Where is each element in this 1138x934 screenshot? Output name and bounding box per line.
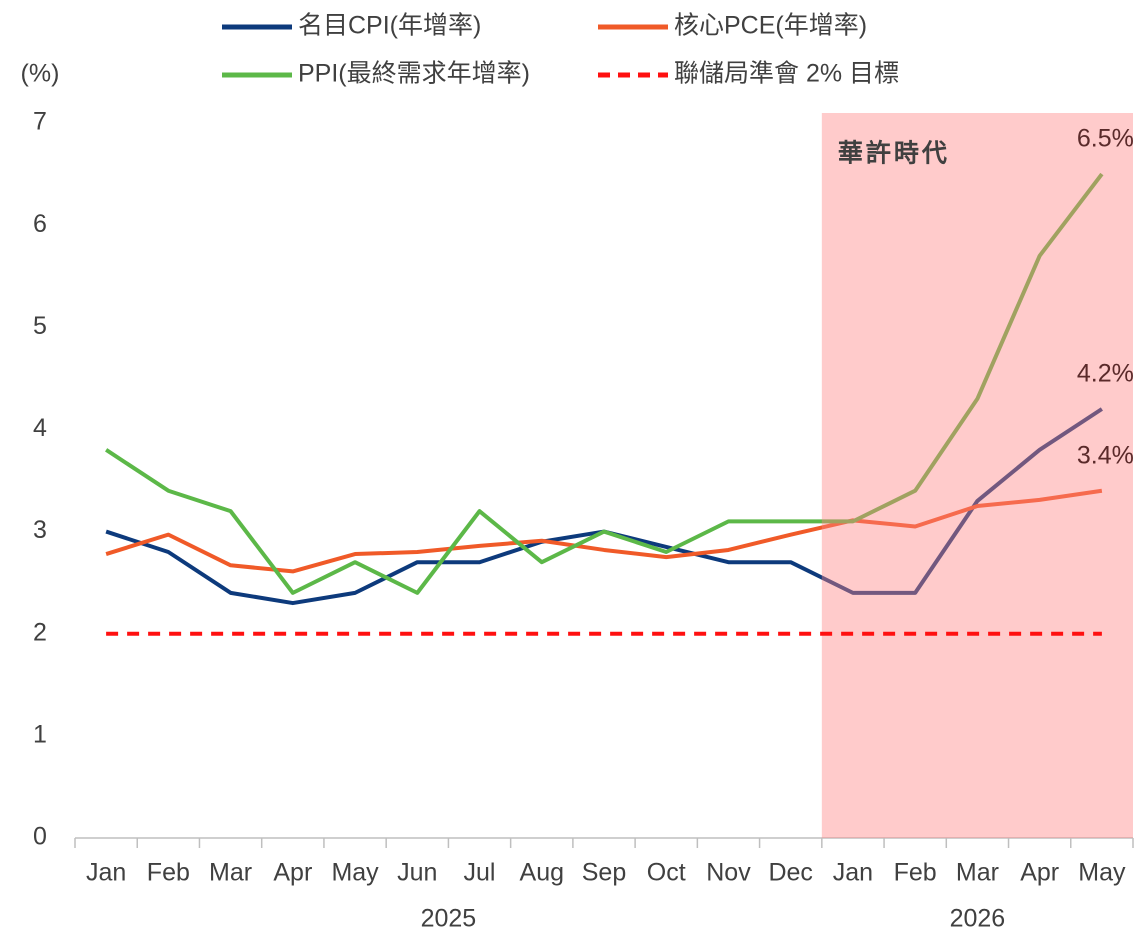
legend-label: PPI(最終需求年增率) [298,60,530,88]
y-tick-label: 5 [33,312,47,340]
value-label: 3.4% [1077,441,1134,469]
y-tick-label: 3 [33,516,47,544]
annotation: 華許時代 [838,139,950,168]
series-line [105,488,1103,574]
x-tick-label: Oct [647,859,686,887]
x-tick-label: Mar [209,859,252,887]
x-tick-label: Apr [1020,859,1059,887]
legend-label: 名目CPI(年增率) [298,12,481,40]
y-tick-label: 7 [33,108,47,136]
x-tick-label: Jun [397,859,437,887]
y-tick-label: 1 [33,720,47,748]
x-tick-label: Sep [582,859,626,887]
x-tick-label: Feb [894,859,937,887]
y-tick-label: 0 [33,823,47,851]
legend-label: 核心PCE(年增率) [674,12,867,40]
legend-label: 聯儲局準會 2% 目標 [674,60,899,88]
x-tick-label: Feb [147,859,190,887]
x-tick-label: Jan [86,859,126,887]
x-tick-label: Nov [706,859,751,887]
x-group-label: 2026 [950,905,1006,933]
x-tick-label: May [331,859,379,887]
series-line [105,172,1104,595]
highlight-region [821,113,1133,838]
y-tick-label: 4 [33,414,47,442]
value-label: 4.2% [1077,360,1134,388]
x-tick-label: Jan [833,859,873,887]
y-tick-label: 6 [33,210,47,238]
x-tick-label: Dec [768,859,812,887]
x-group-label: 2025 [421,905,477,933]
x-tick-label: Aug [520,859,564,887]
value-label: 6.5% [1077,125,1134,153]
x-tick-label: Apr [273,859,312,887]
y-axis-label: (%) [21,60,60,88]
y-tick-label: 2 [33,618,47,646]
x-tick-label: May [1078,859,1126,887]
x-tick-label: Mar [956,859,999,887]
x-tick-label: Jul [464,859,496,887]
